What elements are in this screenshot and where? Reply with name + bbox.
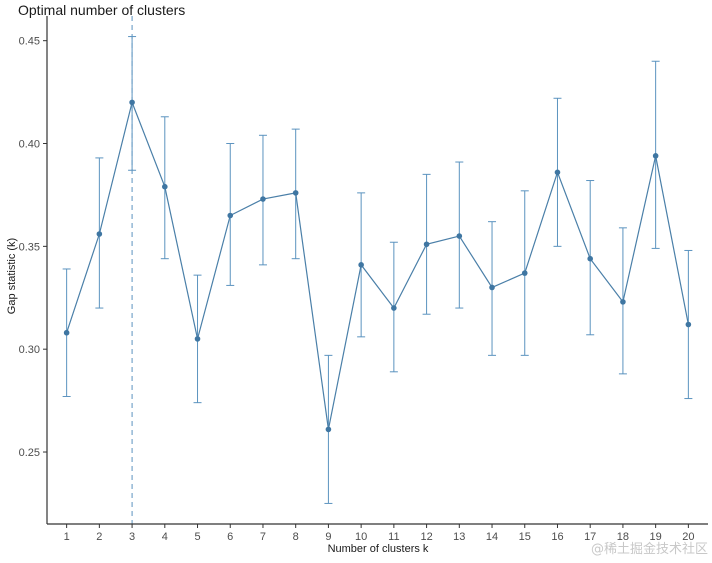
y-axis-label: Gap statistic (k) (6, 238, 18, 314)
y-tick-label: 0.30 (19, 344, 40, 356)
x-tick-label: 5 (194, 531, 200, 543)
data-point (423, 241, 430, 248)
x-tick-label: 17 (584, 531, 596, 543)
data-point (489, 284, 495, 291)
x-tick-label: 8 (293, 531, 299, 543)
x-tick-label: 9 (325, 531, 331, 543)
x-tick-label: 4 (162, 531, 168, 543)
x-tick-label: 3 (129, 531, 135, 543)
data-point (162, 183, 168, 190)
y-tick-label: 0.35 (19, 241, 40, 253)
x-tick-label: 6 (227, 531, 233, 543)
data-point (652, 153, 659, 159)
x-tick-label: 2 (96, 531, 102, 543)
x-tick-label: 20 (682, 531, 694, 543)
x-tick-label: 14 (486, 531, 498, 543)
x-tick-label: 16 (551, 531, 563, 543)
data-point (587, 255, 593, 262)
data-point (358, 262, 364, 268)
gap-series-line (66, 100, 689, 430)
y-tick-label: 0.40 (19, 139, 40, 151)
x-tick-label: 11 (388, 531, 399, 543)
data-point (96, 231, 103, 237)
chart-title: Optimal number of clusters (18, 2, 186, 18)
data-point (260, 196, 266, 202)
watermark: @稀土掘金技术社区 (591, 541, 708, 557)
data-point (391, 305, 397, 311)
x-axis-label: Number of clusters k (328, 543, 429, 555)
y-tick-label: 0.25 (19, 447, 40, 459)
data-point (456, 233, 463, 239)
data-point (325, 426, 332, 433)
y-tick-label: 0.45 (19, 36, 40, 48)
x-tick-label: 19 (650, 531, 662, 543)
data-point (129, 99, 135, 106)
x-tick-label: 10 (355, 531, 367, 543)
data-point (63, 329, 70, 336)
x-tick-label: 1 (64, 531, 70, 543)
data-point (227, 212, 234, 219)
data-point (685, 321, 692, 328)
x-tick-label: 15 (519, 531, 531, 543)
data-point (620, 299, 626, 305)
data-point (554, 169, 561, 176)
x-tick-label: 12 (420, 531, 432, 543)
x-tick-label: 18 (617, 531, 629, 543)
data-point (292, 190, 299, 196)
x-tick-label: 7 (260, 531, 266, 543)
data-point (521, 270, 528, 276)
x-tick-label: 13 (453, 531, 465, 543)
data-point (194, 336, 201, 342)
